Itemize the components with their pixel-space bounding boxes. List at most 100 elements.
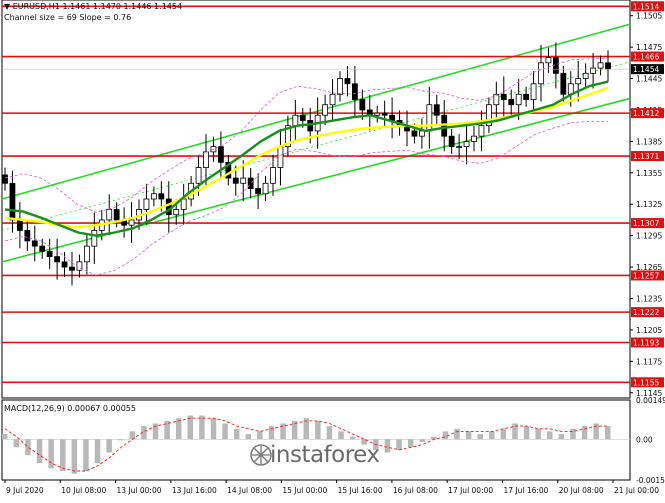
candle-body	[232, 177, 239, 184]
macd-bar	[547, 431, 553, 440]
macd-bar	[83, 439, 89, 472]
level-tag	[631, 1, 664, 12]
candle-body	[54, 256, 61, 263]
candle-body	[590, 67, 597, 74]
candle-body	[46, 250, 53, 258]
macd-bar	[129, 431, 136, 440]
macd-bar	[570, 428, 576, 440]
macd-bar	[477, 434, 483, 440]
macd-bar	[199, 415, 205, 440]
candle-body	[485, 104, 492, 127]
macd-bar	[489, 431, 495, 440]
candle-body	[471, 135, 477, 142]
macd-bar	[2, 434, 8, 440]
x-tick-label: 16 Jul 08:00	[393, 486, 438, 495]
candle-body	[255, 188, 262, 195]
candle-body	[411, 130, 418, 137]
macd-bar	[13, 439, 20, 448]
candle-body	[344, 78, 351, 85]
candle-body	[61, 261, 68, 268]
macd-bar	[605, 426, 611, 440]
x-tick-label: 9 Jul 2020	[6, 486, 44, 495]
y-tick-label: 1.1385	[636, 137, 662, 146]
candle-body	[16, 219, 23, 231]
macd-bar	[210, 418, 217, 440]
macd-bar	[36, 439, 43, 464]
macd-bar	[593, 423, 599, 440]
candle-body	[113, 209, 120, 221]
candle-body	[91, 230, 98, 247]
candle-body	[582, 72, 589, 79]
macd-bar	[94, 439, 101, 464]
macd-bar	[59, 439, 66, 472]
candle-body	[530, 83, 537, 100]
candle-body	[106, 209, 113, 221]
x-tick-label: 17 Jul 16:00	[503, 486, 548, 495]
x-tick-label: 10 Jul 08:00	[61, 486, 106, 495]
candle-body	[456, 146, 463, 149]
candle-body	[508, 99, 515, 106]
y-tick-label: 1.1235	[636, 295, 662, 304]
candle-body	[500, 93, 507, 100]
level-tag-label: 1.1466	[633, 53, 659, 62]
candle-body	[83, 245, 90, 263]
macd-bar	[500, 428, 507, 440]
macd-bar	[465, 431, 472, 440]
y-tick-label: 1.1145	[636, 389, 662, 398]
candle-body	[359, 99, 366, 111]
candle-body	[225, 161, 232, 179]
macd-bar	[48, 439, 54, 469]
macd-bar	[396, 439, 402, 450]
candle-body	[605, 62, 611, 70]
x-tick-label: 15 Jul 16:00	[338, 486, 383, 495]
candle-body	[515, 93, 522, 106]
macd-bar	[303, 418, 309, 440]
macd-bar	[442, 431, 449, 440]
candle-body	[195, 167, 202, 184]
candle-body	[76, 261, 83, 271]
x-tick-label: 17 Jul 00:00	[448, 486, 493, 495]
candle-body	[270, 167, 276, 184]
macd-tick-label: -0.00154	[636, 476, 665, 485]
macd-bar	[141, 426, 147, 440]
y-tick-label: 1.1175	[636, 357, 662, 366]
candle-body	[31, 240, 38, 247]
macd-bar	[175, 418, 182, 440]
macd-tick-label: 0.00149	[636, 396, 665, 405]
candle-body	[552, 57, 559, 74]
candle-body	[299, 114, 306, 121]
level-tag-label: 1.1307	[633, 219, 659, 228]
current-price-label: 1.1454	[633, 65, 659, 74]
level-tag-label: 1.1222	[633, 308, 659, 317]
candle-body	[24, 230, 31, 242]
candle-body	[262, 182, 269, 195]
candle-body	[203, 151, 209, 168]
macd-bar	[407, 439, 414, 448]
macd-bar	[25, 439, 31, 456]
level-tag-label: 1.1257	[633, 271, 659, 280]
x-tick-label: 13 Jul 00:00	[117, 486, 162, 495]
candle-body	[158, 193, 165, 200]
macd-bar	[349, 436, 356, 440]
candle-body	[307, 120, 314, 132]
macd-signal-line	[4, 417, 608, 472]
x-tick-label: 13 Jul 16:00	[172, 486, 217, 495]
candle-body	[351, 83, 358, 100]
level-tag	[631, 108, 664, 119]
level-tag	[631, 218, 664, 229]
level-tag-label: 1.1193	[633, 338, 659, 347]
macd-bar	[268, 426, 275, 440]
channel-info: Channel size = 69 Slope = 0.76	[4, 13, 132, 22]
level-tag	[631, 337, 664, 348]
macd-bar	[152, 423, 159, 440]
macd-bar	[419, 439, 425, 442]
macd-bar	[106, 439, 112, 453]
channel-upper-line	[1, 23, 631, 200]
level-tag	[631, 307, 664, 318]
candle-body	[173, 209, 180, 216]
candle-body	[143, 198, 150, 210]
bollinger-upper-line	[4, 58, 609, 213]
y-tick-label: 1.1325	[636, 200, 662, 209]
macd-bar	[512, 423, 518, 440]
